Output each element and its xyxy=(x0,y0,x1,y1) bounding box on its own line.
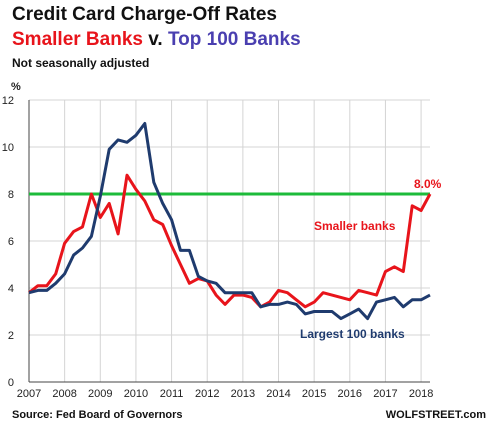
y-tick-label: 12 xyxy=(2,95,14,107)
x-tick-label: 2011 xyxy=(160,388,184,400)
source-note: Source: Fed Board of Governors xyxy=(12,409,183,421)
y-tick-label: 2 xyxy=(8,330,14,342)
subtitle-top-100-banks: Top 100 Banks xyxy=(167,29,301,50)
x-tick-label: 2016 xyxy=(338,388,362,400)
series-label-smaller-banks: Smaller banks xyxy=(314,219,396,233)
subtitle-smaller-banks: Smaller Banks xyxy=(12,29,143,50)
annotation-8-percent: 8.0% xyxy=(414,177,442,191)
x-tick-label: 2013 xyxy=(231,388,255,400)
y-tick-label: 4 xyxy=(8,283,14,295)
x-tick-label: 2017 xyxy=(373,388,397,400)
x-tick-label: 2012 xyxy=(195,388,219,400)
x-tick-label: 2018 xyxy=(409,388,433,400)
site-credit: WOLFSTREET.com xyxy=(385,409,486,421)
y-axis-label: % xyxy=(11,81,21,93)
y-tick-label: 10 xyxy=(2,142,14,154)
chart-subtitle: Smaller Banks v. Top 100 Banks xyxy=(12,29,301,51)
x-tick-label: 2010 xyxy=(124,388,148,400)
x-tick-label: 2009 xyxy=(88,388,112,400)
x-tick-label: 2015 xyxy=(302,388,326,400)
chart-note: Not seasonally adjusted xyxy=(12,56,150,70)
x-tick-label: 2007 xyxy=(17,388,41,400)
x-tick-label: 2014 xyxy=(266,388,290,400)
y-tick-label: 0 xyxy=(8,377,14,389)
y-tick-label: 6 xyxy=(8,236,14,248)
series-label-largest-100-banks: Largest 100 banks xyxy=(300,327,405,341)
series-line-largest-100-banks xyxy=(28,122,431,321)
y-tick-label: 8 xyxy=(8,189,14,201)
chart-title: Credit Card Charge-Off Rates xyxy=(12,4,277,25)
series-line-smaller-banks xyxy=(28,173,432,309)
subtitle-versus: v. xyxy=(142,29,168,50)
x-tick-label: 2008 xyxy=(52,388,76,400)
